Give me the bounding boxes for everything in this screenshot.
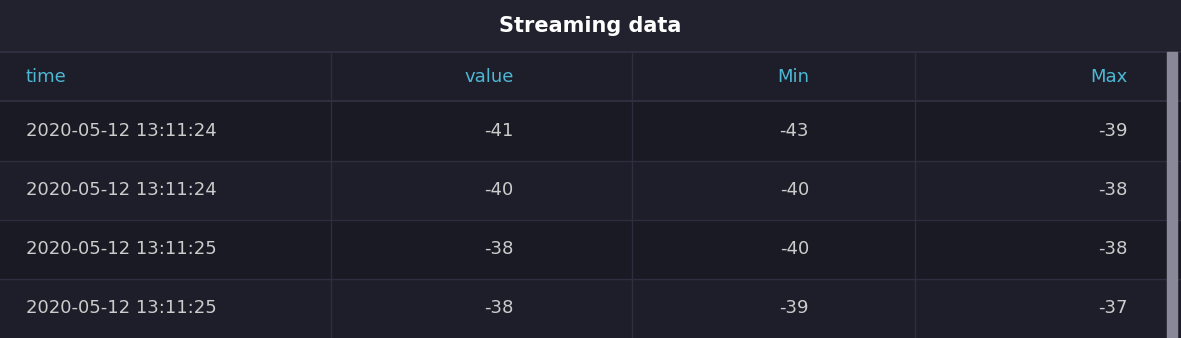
- Text: -41: -41: [484, 122, 514, 140]
- Text: -39: -39: [1098, 122, 1128, 140]
- Text: 2020-05-12 13:11:24: 2020-05-12 13:11:24: [26, 122, 217, 140]
- Text: time: time: [26, 68, 67, 86]
- Text: -40: -40: [779, 240, 809, 258]
- Text: -43: -43: [779, 122, 809, 140]
- Text: -38: -38: [484, 240, 514, 258]
- Bar: [1167, 52, 1177, 338]
- Text: value: value: [464, 68, 514, 86]
- Text: -40: -40: [484, 181, 514, 199]
- Bar: [1167, 52, 1177, 338]
- Bar: [0, 279, 1181, 338]
- Bar: [0, 220, 1181, 279]
- Text: Streaming data: Streaming data: [500, 16, 681, 36]
- Text: -40: -40: [779, 181, 809, 199]
- Bar: [0, 52, 1181, 101]
- Text: -37: -37: [1098, 299, 1128, 317]
- Bar: [0, 101, 1181, 161]
- Bar: [0, 0, 1181, 52]
- Bar: [0, 161, 1181, 220]
- Text: 2020-05-12 13:11:25: 2020-05-12 13:11:25: [26, 240, 217, 258]
- Text: -38: -38: [1098, 181, 1128, 199]
- Text: -38: -38: [1098, 240, 1128, 258]
- Text: 2020-05-12 13:11:25: 2020-05-12 13:11:25: [26, 299, 217, 317]
- Text: Min: Min: [777, 68, 809, 86]
- Text: Max: Max: [1090, 68, 1128, 86]
- Text: -39: -39: [779, 299, 809, 317]
- Text: -38: -38: [484, 299, 514, 317]
- Text: 2020-05-12 13:11:24: 2020-05-12 13:11:24: [26, 181, 217, 199]
